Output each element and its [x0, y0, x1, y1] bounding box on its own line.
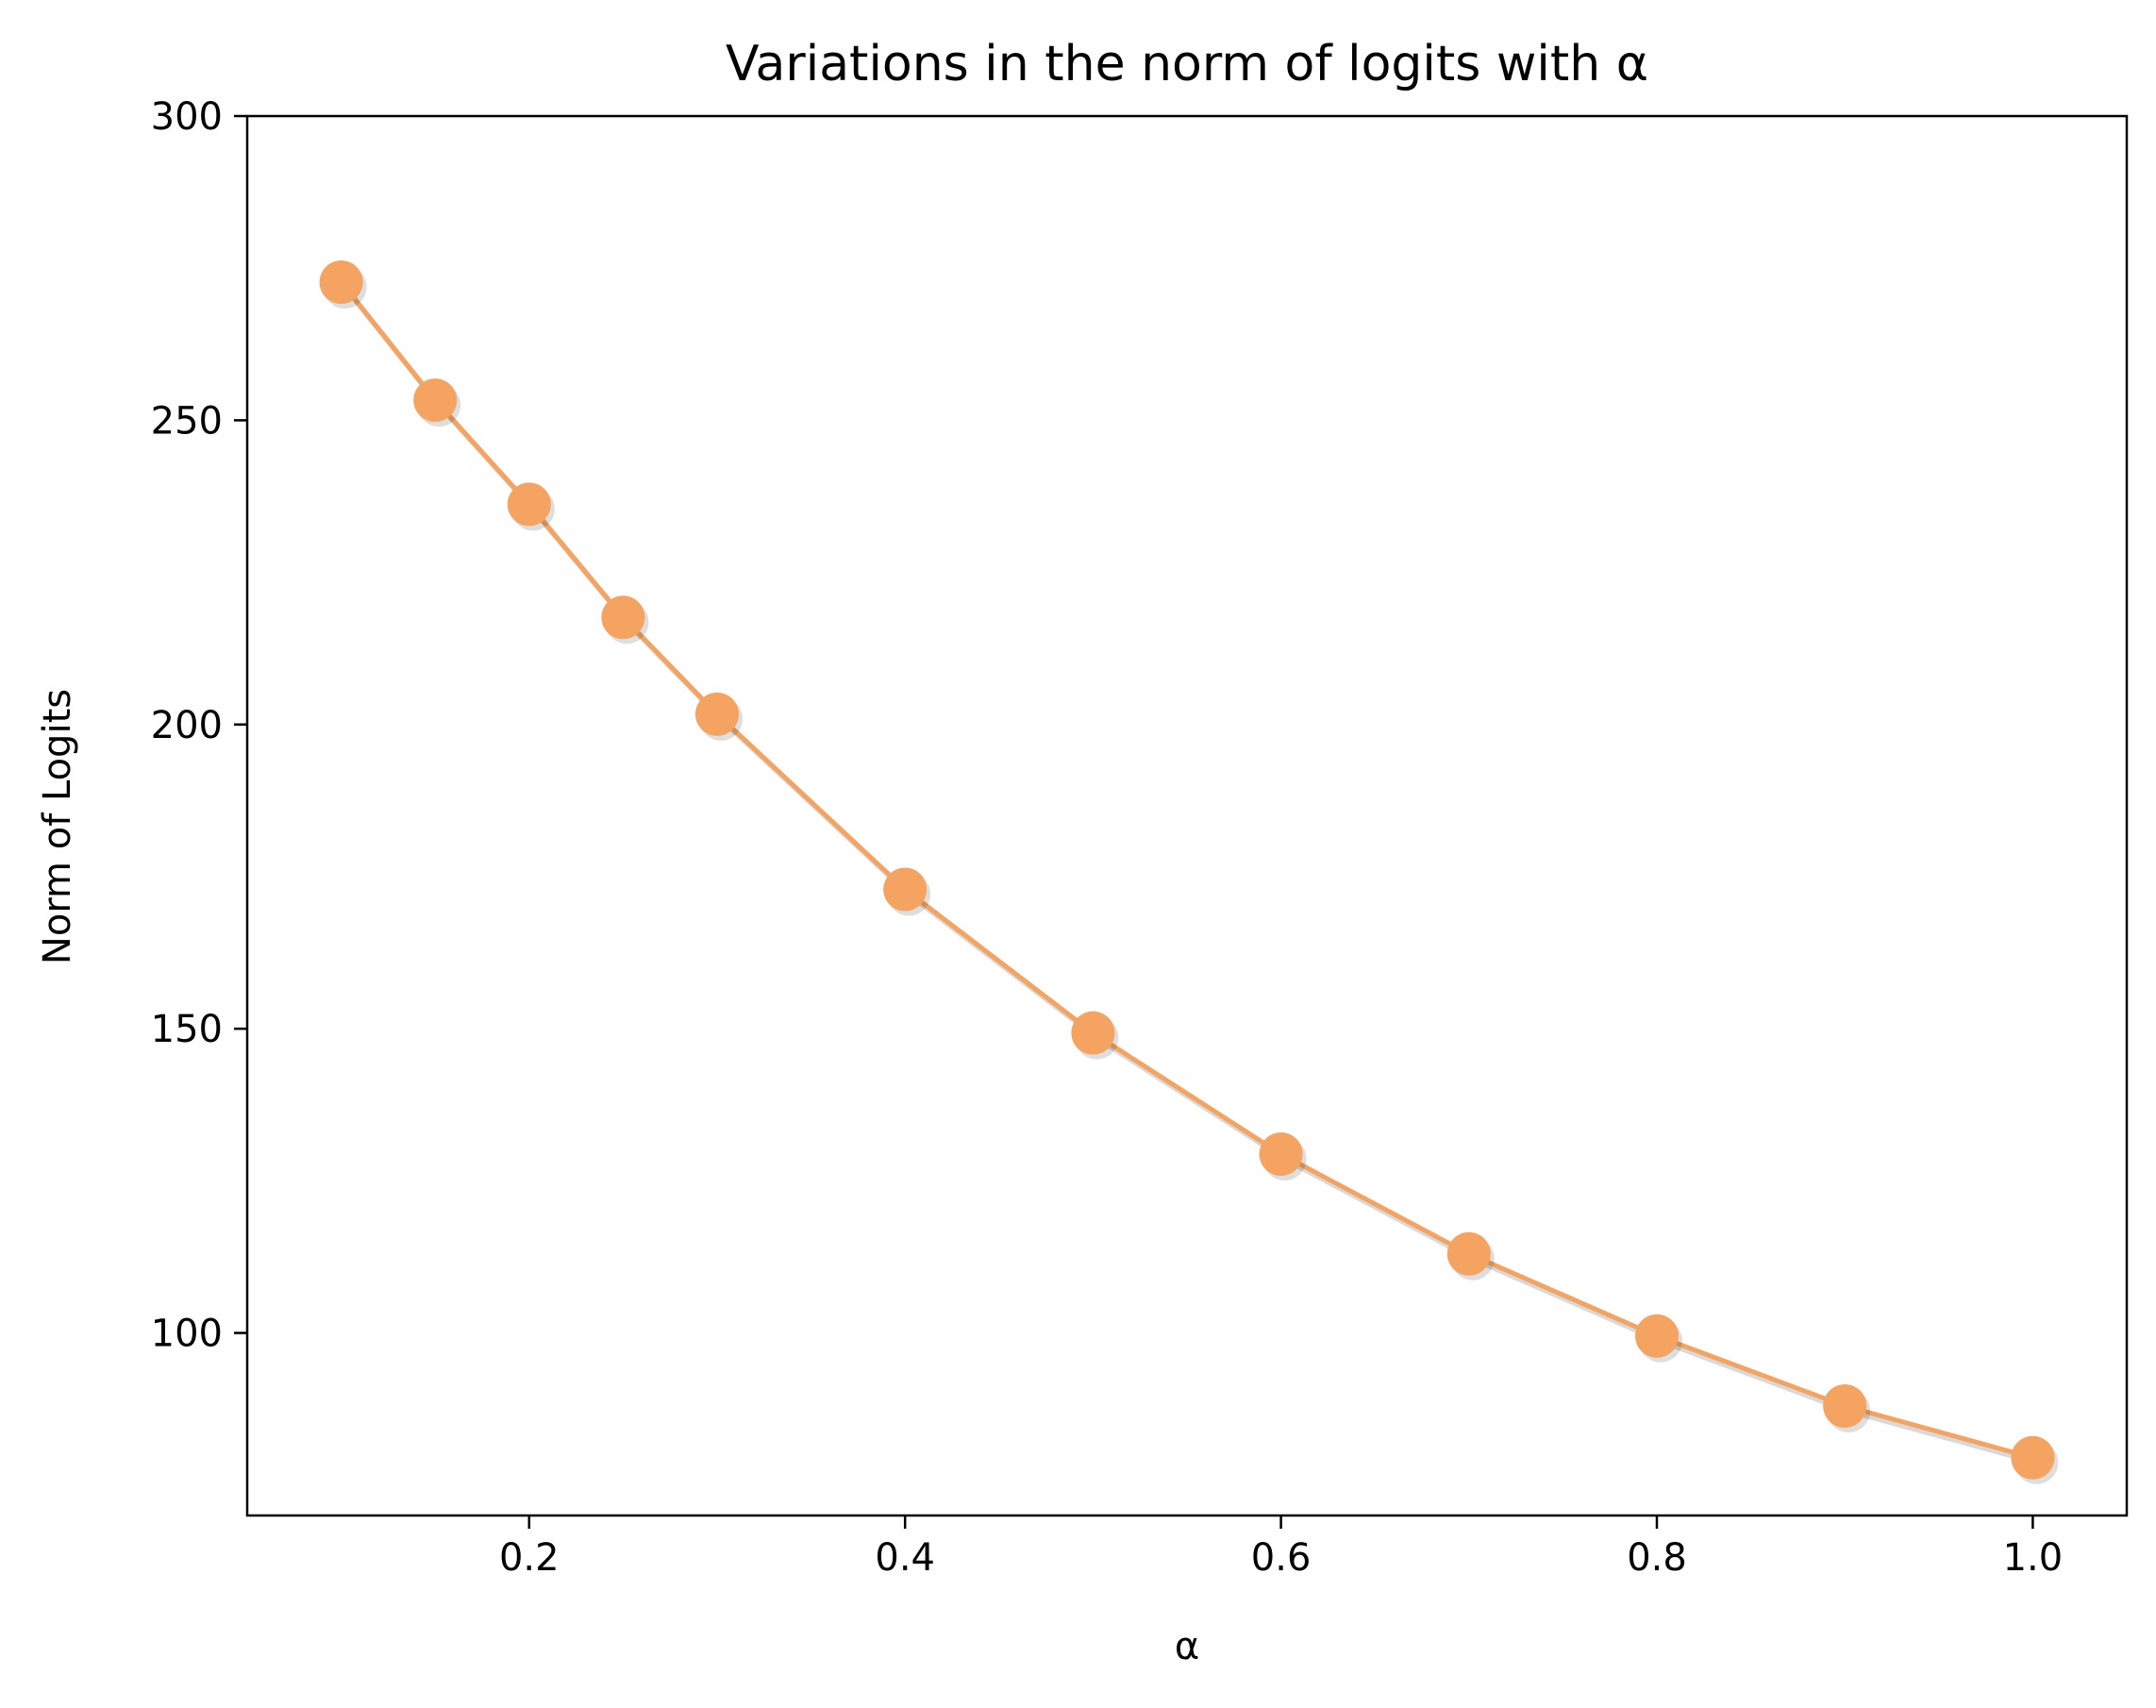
data-point — [883, 868, 927, 912]
y-tick-label: 100 — [151, 1313, 223, 1356]
data-point — [695, 693, 739, 736]
y-axis-label: Norm of Logits — [36, 689, 79, 964]
data-point — [2011, 1436, 2054, 1480]
x-tick-label: 1.0 — [2003, 1536, 2064, 1580]
x-tick-label: 0.2 — [499, 1536, 560, 1580]
series-line-shadow — [345, 287, 2037, 1463]
x-tick-label: 0.4 — [875, 1536, 935, 1580]
chart-title: Variations in the norm of logits with α — [726, 36, 1648, 92]
y-tick-label: 300 — [151, 95, 223, 139]
series-line — [342, 282, 2033, 1458]
data-point — [601, 595, 644, 639]
plot-frame — [247, 116, 2127, 1515]
data-point — [413, 378, 457, 422]
series-layer — [320, 260, 2059, 1484]
x-tick-label: 0.6 — [1251, 1536, 1312, 1580]
data-point — [508, 482, 551, 526]
data-point — [1447, 1232, 1491, 1276]
y-tick-label: 250 — [151, 399, 223, 443]
data-point — [1071, 1012, 1114, 1055]
data-point — [1635, 1314, 1679, 1358]
y-tick-label: 150 — [151, 1008, 223, 1051]
data-point — [1260, 1132, 1303, 1176]
x-axis-label: α — [1175, 1625, 1199, 1668]
y-tick-label: 200 — [151, 704, 223, 747]
data-point — [1823, 1384, 1866, 1428]
data-point — [320, 260, 363, 304]
x-tick-label: 0.8 — [1627, 1536, 1687, 1580]
axis-ticks: 0.2 0.4 0.6 0.8 1.0 100 150 200 250 300 — [151, 95, 2064, 1580]
